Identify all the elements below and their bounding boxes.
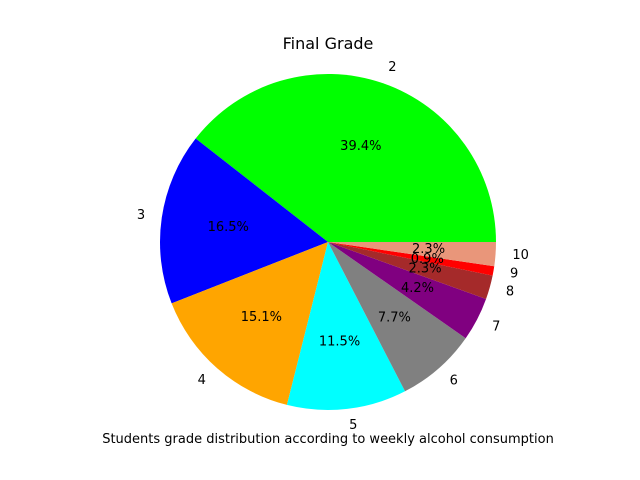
pie-slice-8 [328,242,493,299]
category-label-5: 5 [349,418,357,433]
pie-slice-5 [286,242,406,411]
pie-slice-3 [160,138,328,304]
category-label-6: 6 [450,374,458,389]
category-label-10: 10 [512,248,529,263]
category-label-3: 3 [137,208,145,223]
x-axis-label: Students grade distribution according to… [102,432,554,447]
percent-label-10: 2.3% [412,242,445,257]
pie-slice-9 [328,242,495,276]
category-label-7: 7 [492,320,500,335]
category-labels: 2 3 4 5 6 7 8 9 10 [137,60,529,433]
percent-label-7: 4.2% [401,281,434,296]
category-label-8: 8 [506,284,514,299]
category-label-9: 9 [510,266,518,281]
percent-label-8: 2.3% [409,262,442,277]
pie-slice-10 [328,242,496,267]
percent-label-5: 11.5% [319,335,360,350]
pie-slice-7 [328,242,487,339]
pie-slices [160,74,496,411]
pie-slice-2 [195,74,496,242]
percent-labels: 39.4% 16.5% 15.1% 11.5% 7.7% 4.2% 2.3%0.9%2.3% [208,139,445,349]
percent-label-9: 0.9% [411,252,444,267]
percent-label-4: 15.1% [241,310,282,325]
percent-label-3: 16.5% [208,220,249,235]
chart-title: Final Grade [283,34,374,53]
category-label-2: 2 [388,60,396,75]
pie-slice-6 [328,242,466,392]
pie-slice-4 [171,242,328,405]
percent-label-6: 7.7% [378,310,411,325]
percent-label-2: 39.4% [340,139,381,154]
category-label-4: 4 [198,373,206,388]
